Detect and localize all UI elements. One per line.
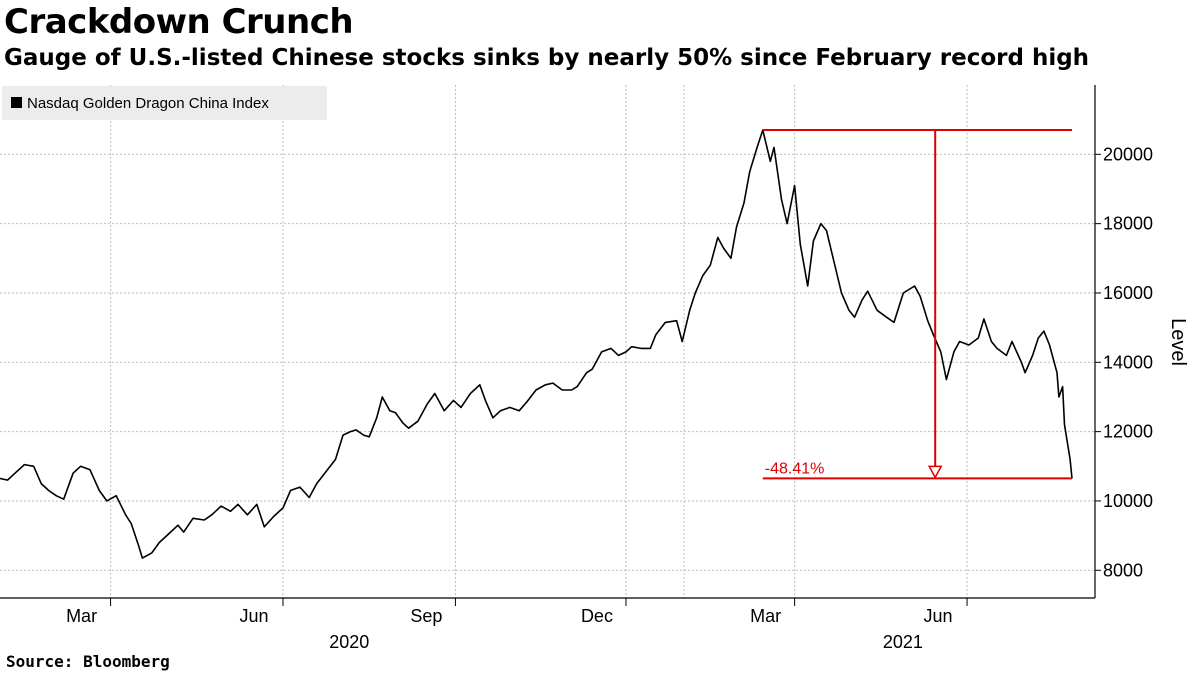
y-tick-label: 12000: [1103, 422, 1153, 442]
x-tick-label: Dec: [581, 606, 613, 626]
y-tick-label: 10000: [1103, 491, 1153, 511]
series-layer: [0, 129, 1073, 559]
y-tick-label: 18000: [1103, 214, 1153, 234]
y-tick-label: 14000: [1103, 352, 1153, 372]
x-tick-label: Mar: [750, 606, 781, 626]
legend-box: [2, 86, 327, 120]
x-year-label: 2021: [883, 632, 923, 652]
legend-swatch: [11, 97, 22, 108]
y-tick-label: 8000: [1103, 560, 1143, 580]
chart-subtitle: Gauge of U.S.-listed Chinese stocks sink…: [4, 45, 1090, 71]
grid-lines: [0, 85, 1095, 598]
source-note: Source: Bloomberg: [6, 652, 170, 671]
tick-labels: 8000 10000 12000 14000 16000 18000 20000 Mar Jun…: [66, 144, 1153, 652]
x-tick-label: Sep: [410, 606, 442, 626]
x-tick-label: Jun: [239, 606, 268, 626]
annotation-arrow-head: [927, 465, 943, 479]
legend: Nasdaq Golden Dragon China Index: [2, 86, 327, 120]
legend-label: Nasdaq Golden Dragon China Index: [27, 95, 269, 112]
y-tick-label: 16000: [1103, 283, 1153, 303]
annotation-label: -48.41%: [765, 460, 825, 477]
x-year-label: 2020: [329, 632, 369, 652]
annotation-layer: -48.41%: [762, 129, 1072, 480]
x-tick-label: Mar: [66, 606, 97, 626]
y-axis-label: Level: [1167, 318, 1189, 366]
axes: [0, 85, 1101, 606]
x-tick-label: Jun: [924, 606, 953, 626]
chart-title: Crackdown Crunch: [4, 2, 354, 42]
series-line: [0, 129, 1073, 559]
y-tick-label: 20000: [1103, 144, 1153, 164]
